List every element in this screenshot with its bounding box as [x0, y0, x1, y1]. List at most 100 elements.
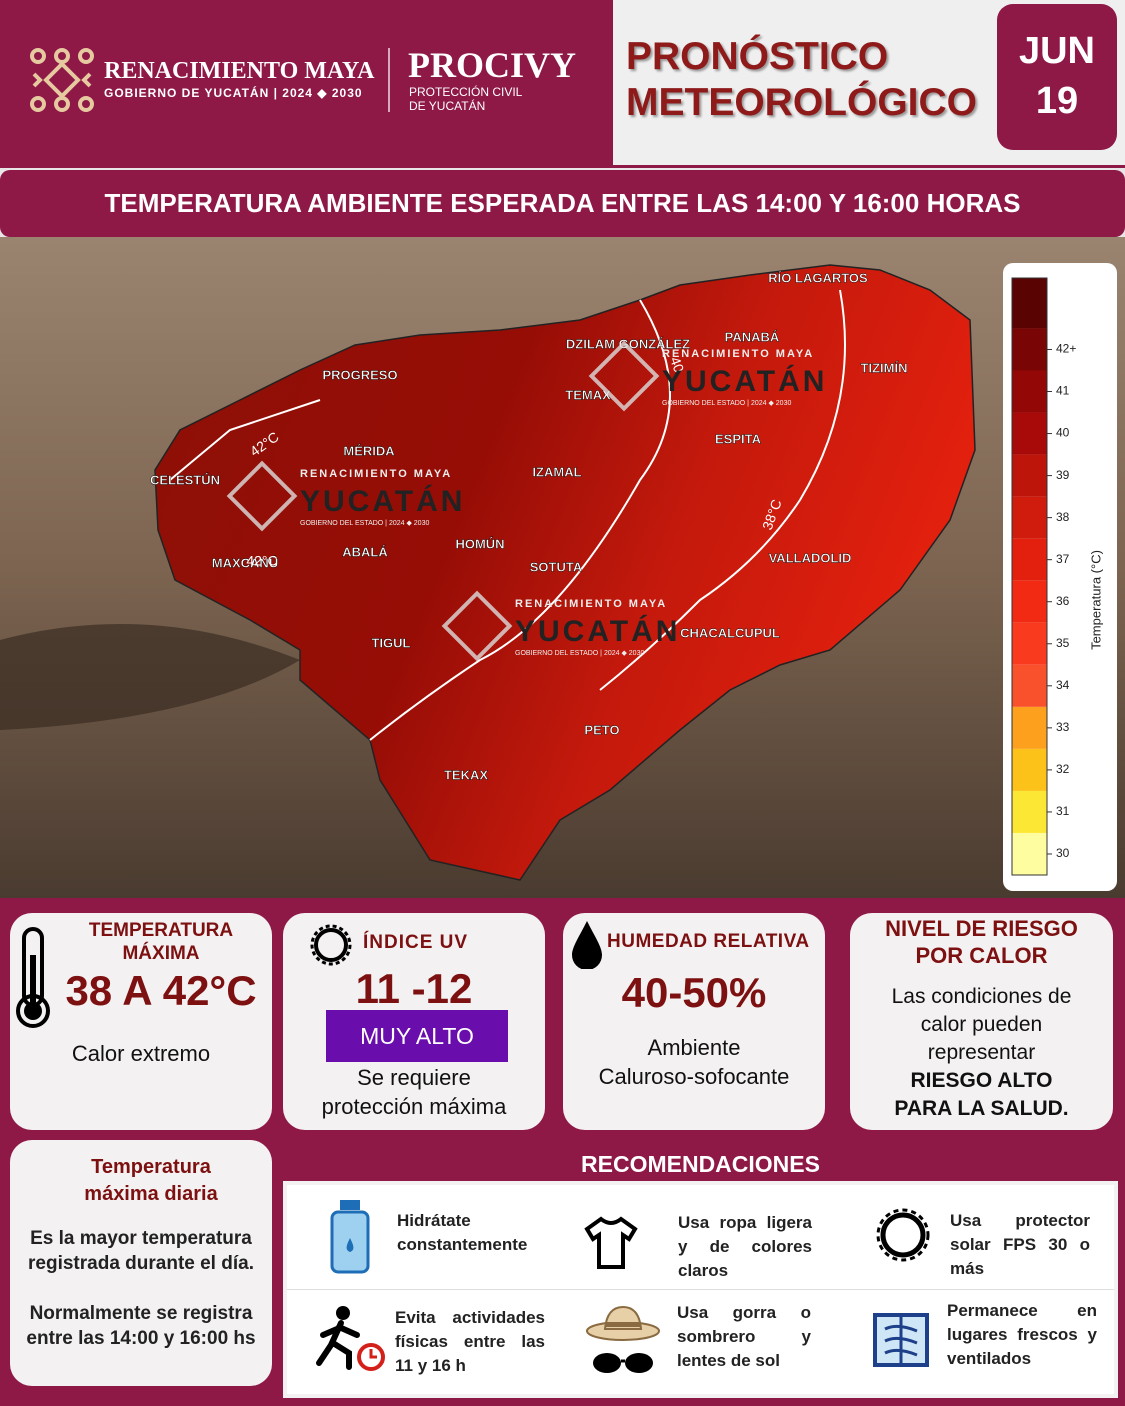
rec-item: Hidrátate constantemente: [397, 1211, 528, 1254]
colorbar-band: [1012, 278, 1047, 329]
watermark-brand: RENACIMIENTO MAYA: [300, 468, 452, 480]
place-label: PANABÁ: [725, 329, 780, 344]
def-text-2: Normalmente se registra entre las 14:00 …: [26, 1303, 256, 1349]
place-label: VALLADOLID: [769, 550, 852, 565]
l3: representar: [927, 1041, 1036, 1064]
place-label: ABALÁ: [342, 544, 388, 559]
colorbar-band: [1012, 832, 1047, 875]
colorbar-tick-label: 41: [1056, 384, 1070, 398]
card-text: Las condiciones de calor pueden representa…: [850, 983, 1113, 1123]
colorbar-band: [1012, 664, 1047, 707]
card-title: ÍNDICE UV: [363, 932, 469, 953]
drop-icon: [572, 921, 602, 969]
shore: [0, 624, 300, 730]
title-2: METEOROLÓGICO: [626, 81, 977, 124]
colorbar-band: [1012, 790, 1047, 833]
n1: Ambiente: [647, 1035, 741, 1060]
watermark-sub: GOBIERNO DEL ESTADO | 2024 ◆ 2030: [515, 650, 644, 657]
map: RÍO LAGARTOS PANABÁ DZILAM GONZÁLEZ TIZIMÍN…: [0, 237, 1125, 898]
place-label: TIZIMÍN: [861, 360, 908, 375]
place-label: ESPITA: [715, 431, 762, 446]
date-box: JUN 19: [997, 4, 1117, 150]
state-shape: [154, 264, 976, 881]
watermark-logo: [441, 590, 513, 662]
t1: TEMPERATURA: [88, 920, 234, 941]
title-1: PRONÓSTICO: [626, 35, 889, 78]
title: PRONÓSTICO METEOROLÓGICO: [626, 34, 977, 126]
place-label: CHACALCUPUL: [680, 625, 780, 640]
colorbar-tick-label: 40: [1056, 426, 1070, 440]
watermark-name: YUCATÁN: [300, 484, 465, 518]
card-humidity: HUMEDAD RELATIVA 40-50% Ambiente Caluroso…: [563, 913, 825, 1130]
colorbar-band: [1012, 748, 1047, 791]
colorbar-band: [1012, 412, 1047, 455]
colorbar-tick-label: 34: [1056, 678, 1070, 692]
card-value: 40-50%: [621, 969, 767, 1016]
colorbar-tick-label: 32: [1056, 762, 1070, 776]
card-definition: Temperatura máxima diaria Es la mayor tem…: [10, 1140, 272, 1386]
place-label: PETO: [584, 722, 619, 737]
watermark-logo: [226, 460, 298, 532]
bottle-icon: [330, 1200, 370, 1274]
place-label: HOMÚN: [455, 536, 504, 551]
uv-level: MUY ALTO: [326, 1010, 508, 1062]
place-label: TIGUL: [372, 635, 411, 650]
sun-icon: [876, 1208, 930, 1262]
shirt-icon: [584, 1216, 638, 1269]
card-max-temp: TEMPERATURA MÁXIMA 38 A 42°C Calor extrem…: [10, 913, 272, 1130]
colorbar-tick-label: 38: [1056, 510, 1070, 524]
window-icon: [873, 1313, 929, 1367]
sun-icon: [310, 924, 352, 966]
colorbar-tick-label: 42+: [1056, 342, 1076, 356]
place-label: RÍO LAGARTOS: [768, 270, 868, 285]
rec-item: Usa gorra o sombrero y lentes de sol: [677, 1303, 811, 1370]
place-label: TEKAX: [444, 767, 488, 782]
brand-sub-text: GOBIERNO DE YUCATÁN: [104, 86, 270, 100]
logo: [30, 48, 94, 112]
colorbar-band: [1012, 328, 1047, 371]
l2: calor pueden: [920, 1013, 1043, 1036]
watermark-sub: GOBIERNO DEL ESTADO | 2024 ◆ 2030: [300, 520, 429, 527]
watermark-logo: [588, 340, 660, 412]
colorbar-tick-label: 37: [1056, 552, 1070, 566]
colorbar-label: Temperatura (°C): [1088, 550, 1103, 650]
card-uv: ÍNDICE UV 11 -12 MUY ALTO Se requiere pro…: [283, 913, 545, 1130]
hat-icon: [586, 1305, 660, 1373]
colorbar-tick-label: 30: [1056, 846, 1070, 860]
colorbar-band: [1012, 622, 1047, 665]
place-label: DZILAM GONZÁLEZ: [566, 336, 690, 351]
isotherm-label: 40: [667, 355, 687, 375]
watermark-name: YUCATÁN: [515, 614, 680, 648]
isotherm-label: 42°C: [246, 553, 277, 569]
colorbar-frame: [1011, 277, 1048, 876]
place-label: MAXCANÚ: [212, 555, 278, 570]
watermark-sub: GOBIERNO DEL ESTADO | 2024 ◆ 2030: [662, 400, 791, 407]
t1: NIVEL DE RIESGO: [885, 916, 1078, 941]
brand-years: 2024 ◆ 2030: [282, 86, 363, 100]
banner: TEMPERATURA AMBIENTE ESPERADA ENTRE LAS …: [0, 170, 1125, 237]
colorbar-band: [1012, 454, 1047, 497]
l1: Las condiciones de: [891, 985, 1072, 1008]
colorbar-tick-label: 35: [1056, 636, 1070, 650]
rec-item: Evita actividades físicas entre las 11 y…: [395, 1308, 545, 1375]
isotherm: [599, 289, 846, 691]
isotherm: [369, 299, 671, 741]
colorbar-band: [1012, 538, 1047, 581]
l5: PARA LA SALUD.: [894, 1097, 1069, 1120]
month: JUN: [1018, 30, 1096, 72]
colorbar-band: [1012, 706, 1047, 749]
agency: PROCIVY: [408, 45, 576, 85]
place-label: PROGRESO: [322, 367, 397, 382]
place-label: MÉRIDA: [343, 443, 395, 458]
day: 19: [1035, 80, 1079, 122]
colorbar-tick-label: 31: [1056, 804, 1070, 818]
watermark-brand: RENACIMIENTO MAYA: [662, 348, 814, 360]
card-title: Temperatura máxima diaria: [20, 1154, 282, 1208]
n1: Se requiere: [357, 1065, 471, 1090]
watermark-brand: RENACIMIENTO MAYA: [515, 598, 667, 610]
colorbar-band: [1012, 496, 1047, 539]
brand-sub: GOBIERNO DE YUCATÁN | 2024 ◆ 2030: [104, 86, 363, 100]
t1: Temperatura: [91, 1156, 211, 1178]
agency-sub: PROTECCIÓN CIVIL DE YUCATÁN: [409, 85, 522, 113]
